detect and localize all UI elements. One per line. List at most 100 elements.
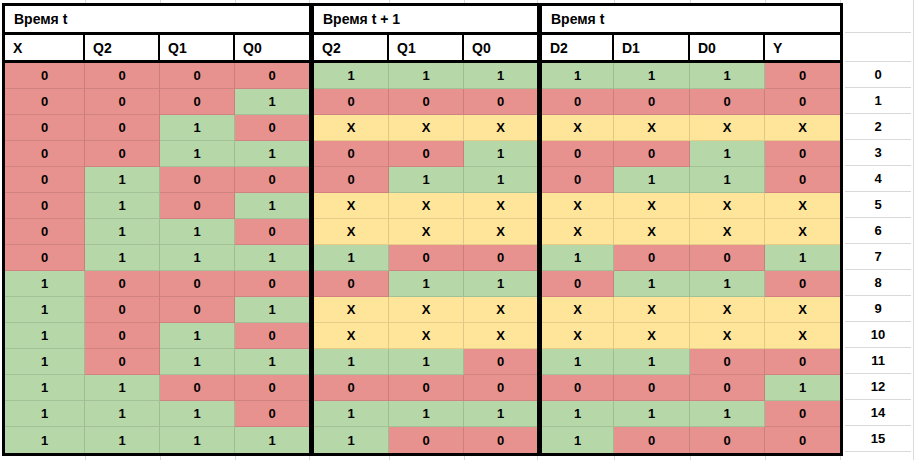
table-cell[interactable]: 1 [690, 141, 765, 167]
group-header-cell[interactable]: Время t [542, 6, 840, 35]
table-cell[interactable]: 1 [85, 193, 160, 219]
table-cell[interactable]: 0 [235, 115, 309, 141]
row-number-cell[interactable]: 2 [845, 114, 911, 140]
table-cell[interactable]: 1 [464, 271, 537, 297]
table-cell[interactable]: 1 [5, 427, 85, 453]
table-cell[interactable]: 1 [690, 63, 765, 89]
column-header-cell[interactable]: Q1 [389, 35, 464, 60]
table-cell[interactable]: 0 [160, 89, 235, 115]
group-header-cell[interactable]: Время t [5, 6, 309, 35]
column-header-cell[interactable]: Q2 [314, 35, 389, 60]
table-cell[interactable]: 0 [160, 375, 235, 401]
table-cell[interactable]: 1 [389, 167, 464, 193]
table-cell[interactable]: 1 [464, 401, 537, 427]
table-cell[interactable]: 1 [235, 245, 309, 271]
table-cell[interactable]: 1 [160, 245, 235, 271]
table-cell[interactable]: 0 [389, 245, 464, 271]
table-cell[interactable]: 0 [85, 141, 160, 167]
table-cell[interactable]: X [690, 323, 765, 349]
table-cell[interactable]: X [464, 323, 537, 349]
table-cell[interactable]: 1 [5, 349, 85, 375]
table-cell[interactable]: X [464, 297, 537, 323]
table-cell[interactable]: 1 [690, 167, 765, 193]
table-cell[interactable]: 1 [314, 245, 389, 271]
table-cell[interactable]: X [389, 193, 464, 219]
table-cell[interactable]: 1 [765, 245, 840, 271]
table-cell[interactable]: X [614, 297, 690, 323]
table-cell[interactable]: 0 [235, 401, 309, 427]
row-number-cell[interactable]: 0 [845, 62, 911, 88]
table-cell[interactable]: 1 [614, 63, 690, 89]
table-cell[interactable]: X [542, 115, 614, 141]
table-cell[interactable]: 0 [314, 89, 389, 115]
row-number-cell[interactable]: 15 [845, 426, 911, 452]
table-cell[interactable]: 0 [464, 245, 537, 271]
table-cell[interactable]: 1 [464, 63, 537, 89]
table-cell[interactable]: 0 [5, 167, 85, 193]
column-header-cell[interactable]: X [5, 35, 85, 60]
table-cell[interactable]: 0 [690, 427, 765, 453]
table-cell[interactable]: 1 [542, 427, 614, 453]
table-cell[interactable]: 1 [765, 375, 840, 401]
table-cell[interactable]: X [314, 297, 389, 323]
row-number-cell[interactable]: 12 [845, 374, 911, 400]
table-cell[interactable]: 0 [85, 297, 160, 323]
table-cell[interactable]: 1 [235, 141, 309, 167]
table-cell[interactable]: 0 [160, 297, 235, 323]
table-cell[interactable]: 1 [160, 427, 235, 453]
table-cell[interactable]: X [690, 219, 765, 245]
row-number-cell[interactable]: 4 [845, 166, 911, 192]
column-header-cell[interactable]: Y [765, 35, 840, 60]
table-cell[interactable]: 0 [85, 63, 160, 89]
table-cell[interactable]: 0 [542, 271, 614, 297]
table-cell[interactable]: X [765, 219, 840, 245]
table-cell[interactable]: 0 [160, 271, 235, 297]
table-cell[interactable]: 1 [314, 401, 389, 427]
table-cell[interactable]: X [389, 297, 464, 323]
table-cell[interactable]: 1 [542, 401, 614, 427]
table-cell[interactable]: 0 [614, 427, 690, 453]
table-cell[interactable]: 1 [389, 271, 464, 297]
table-cell[interactable]: 1 [5, 297, 85, 323]
table-cell[interactable]: 0 [160, 167, 235, 193]
table-cell[interactable]: 0 [5, 115, 85, 141]
table-cell[interactable]: 0 [160, 193, 235, 219]
table-cell[interactable]: X [614, 219, 690, 245]
column-header-cell[interactable]: D1 [614, 35, 690, 60]
table-cell[interactable]: 1 [85, 375, 160, 401]
table-cell[interactable]: 1 [160, 219, 235, 245]
table-cell[interactable]: 0 [464, 89, 537, 115]
table-cell[interactable]: 1 [690, 401, 765, 427]
table-cell[interactable]: 1 [160, 349, 235, 375]
table-cell[interactable]: 0 [614, 141, 690, 167]
table-cell[interactable]: 0 [5, 89, 85, 115]
table-cell[interactable]: 0 [235, 271, 309, 297]
table-cell[interactable]: X [389, 115, 464, 141]
table-cell[interactable]: X [314, 115, 389, 141]
table-cell[interactable]: 0 [690, 89, 765, 115]
table-cell[interactable]: 1 [5, 401, 85, 427]
table-cell[interactable]: 1 [542, 245, 614, 271]
table-cell[interactable]: 1 [160, 401, 235, 427]
column-header-cell[interactable]: D0 [690, 35, 765, 60]
table-cell[interactable]: 0 [690, 375, 765, 401]
table-cell[interactable]: 0 [160, 63, 235, 89]
row-number-cell[interactable]: 5 [845, 192, 911, 218]
table-cell[interactable]: 1 [614, 271, 690, 297]
table-cell[interactable]: 0 [235, 167, 309, 193]
table-cell[interactable]: X [314, 193, 389, 219]
table-cell[interactable]: X [464, 115, 537, 141]
table-cell[interactable]: 0 [765, 271, 840, 297]
table-cell[interactable]: 0 [314, 271, 389, 297]
table-cell[interactable]: 0 [314, 375, 389, 401]
table-cell[interactable]: 1 [85, 245, 160, 271]
table-cell[interactable]: X [765, 115, 840, 141]
column-header-cell[interactable]: Q2 [85, 35, 160, 60]
table-cell[interactable]: X [314, 219, 389, 245]
table-cell[interactable]: 1 [85, 427, 160, 453]
row-number-cell[interactable]: 6 [845, 218, 911, 244]
table-cell[interactable]: 0 [690, 245, 765, 271]
table-cell[interactable]: 0 [765, 141, 840, 167]
table-cell[interactable]: X [542, 323, 614, 349]
table-cell[interactable]: X [690, 297, 765, 323]
